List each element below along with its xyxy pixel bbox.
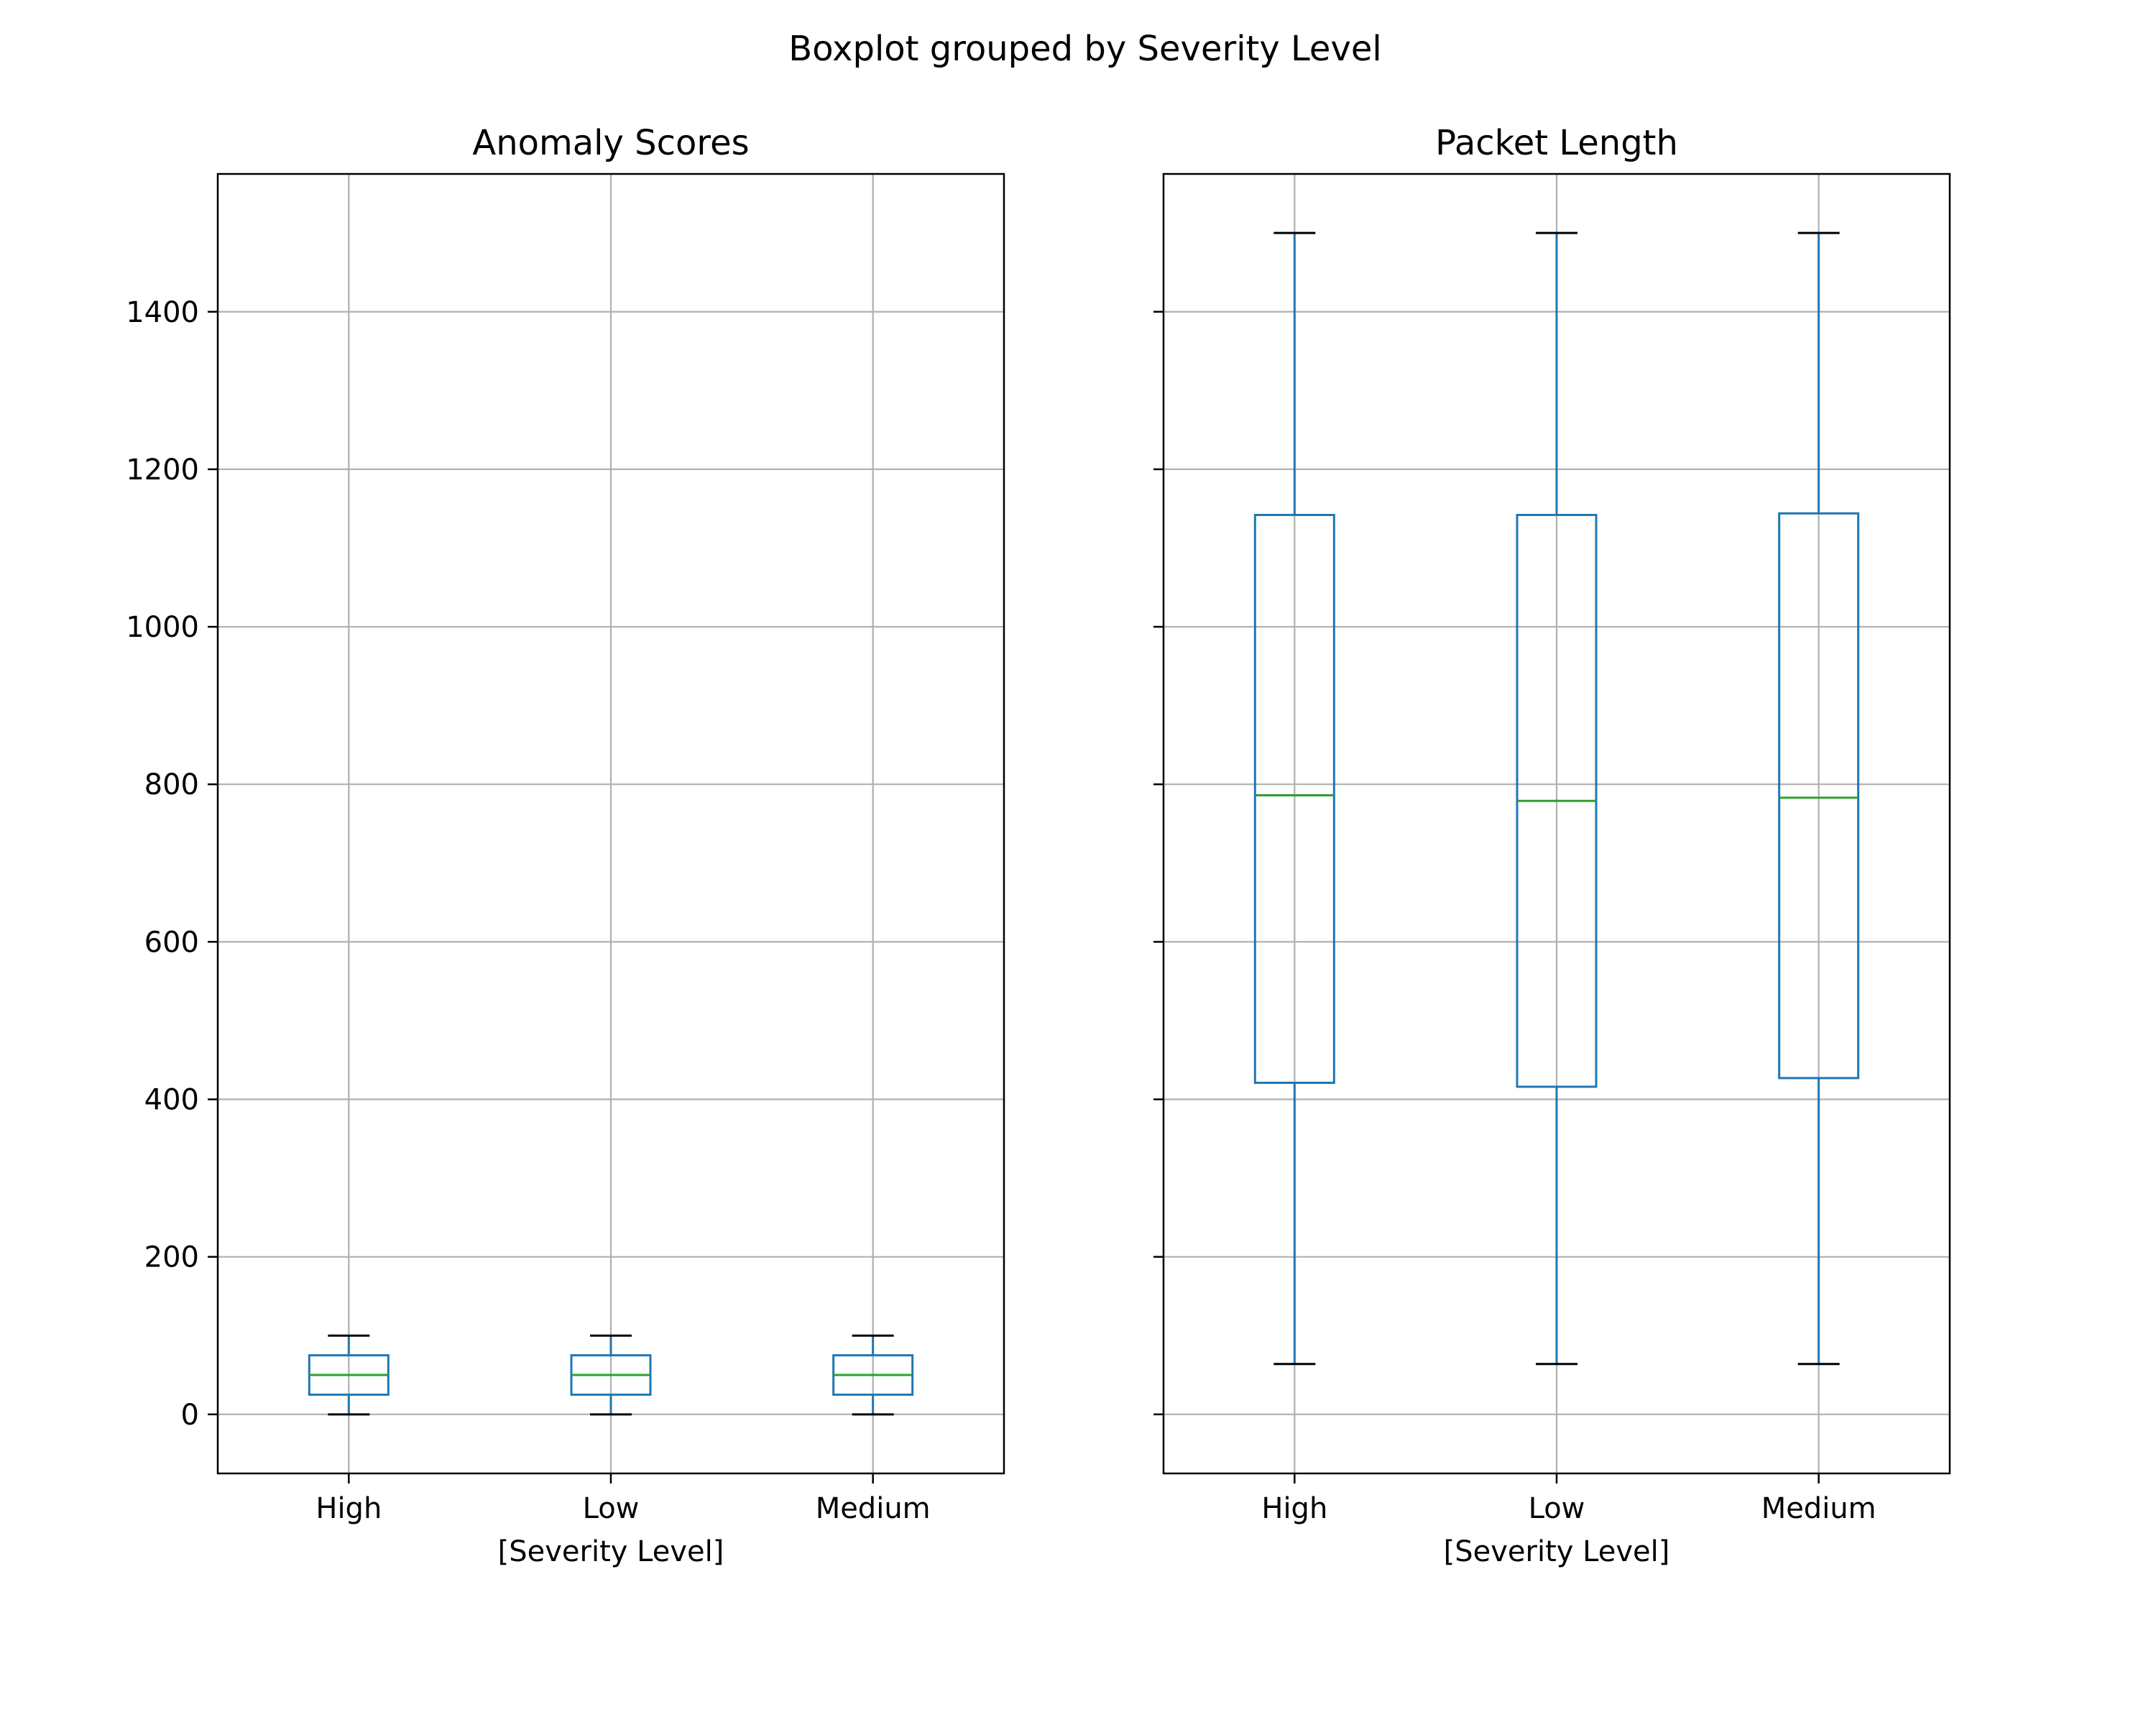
y-tick-label: 800	[144, 768, 199, 801]
box-high	[308, 1334, 390, 1416]
y-tick-label: 600	[144, 926, 199, 959]
box-medium	[1778, 231, 1860, 1366]
x-tick-label: High	[1261, 1492, 1327, 1525]
box-medium	[832, 1334, 914, 1416]
x-tick-label: Medium	[816, 1492, 931, 1525]
x-axis-label: [Severity Level]	[498, 1535, 724, 1568]
x-tick-label: Low	[583, 1492, 640, 1525]
panel-title: Packet Length	[1435, 123, 1678, 163]
panel-anomaly-scores: Anomaly Scores [Severity Level] 0 200 400 6…	[126, 123, 1005, 1568]
box-high	[1253, 231, 1335, 1366]
box-body	[1778, 512, 1860, 1080]
figure-title: Boxplot grouped by Severity Level	[788, 29, 1381, 69]
x-tick-label: Medium	[1761, 1492, 1876, 1525]
y-tick-label: 1200	[126, 454, 199, 487]
y-tick-label: 1400	[126, 296, 199, 329]
grid	[218, 174, 1004, 1473]
x-tick-label: High	[315, 1492, 382, 1525]
y-tick-label: 0	[181, 1399, 199, 1432]
panel-title: Anomaly Scores	[472, 123, 749, 163]
box-low	[1516, 231, 1598, 1366]
x-axis-label: [Severity Level]	[1444, 1535, 1670, 1568]
panel-packet-length: Packet Length [Severity Level] High Low Me…	[1153, 123, 1951, 1568]
box-body	[1253, 513, 1335, 1085]
box-low	[570, 1334, 652, 1416]
y-tick-label: 1000	[126, 611, 199, 644]
x-tick-label: Low	[1529, 1492, 1585, 1525]
y-tick-label: 200	[144, 1241, 199, 1274]
y-tick-label: 400	[144, 1084, 199, 1117]
